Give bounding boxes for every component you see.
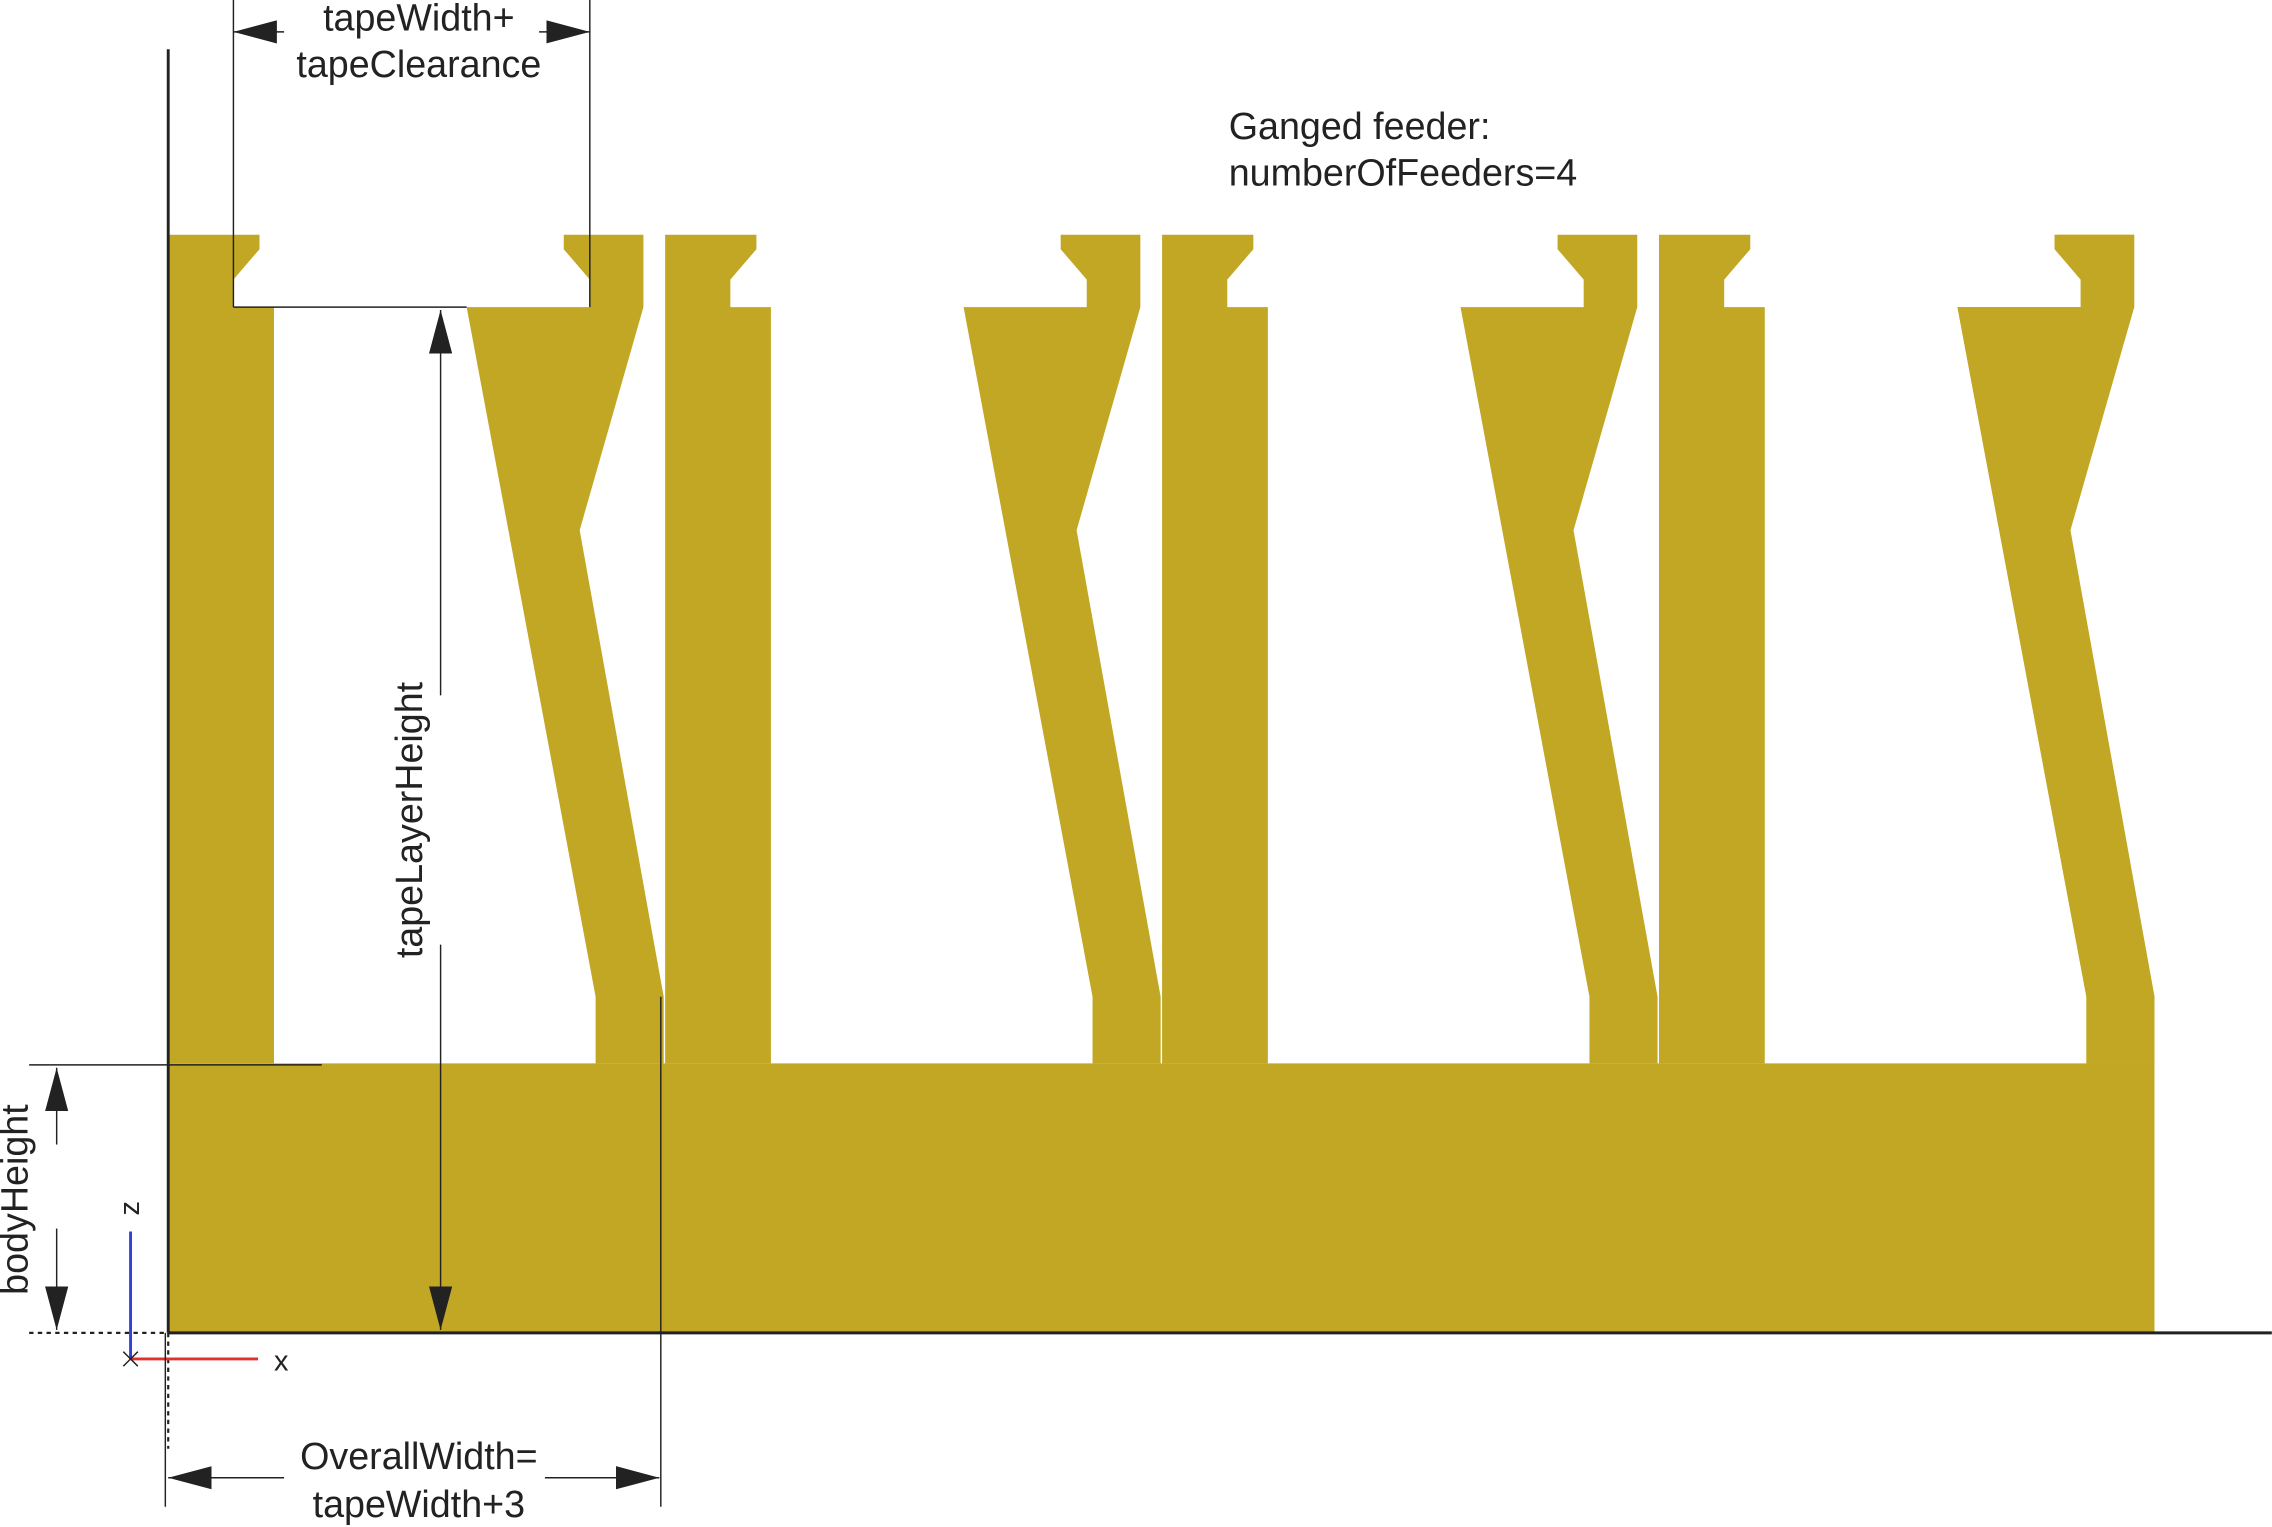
x-axis-label: x xyxy=(274,1346,289,1378)
body-base xyxy=(168,1063,2155,1333)
body-height-label: bodyHeight xyxy=(0,1104,36,1295)
overall-width-label-line2: tapeWidth+3 xyxy=(313,1483,525,1525)
feeder-wall-1 xyxy=(665,234,771,1064)
title-line2: numberOfFeeders=4 xyxy=(1229,151,1578,193)
z-axis-label: z xyxy=(114,1201,146,1215)
dimension-top-width: tapeWidth+ tapeClearance xyxy=(232,0,591,308)
top-width-label-line2: tapeClearance xyxy=(296,43,541,85)
tape-guide-1 xyxy=(466,234,664,1064)
dimension-tape-layer-height: tapeLayerHeight xyxy=(388,310,453,1330)
title-line1: Ganged feeder: xyxy=(1229,105,1491,147)
title-annotation: Ganged feeder: numberOfFeeders=4 xyxy=(1229,105,1578,193)
overall-width-label-line1: OverallWidth= xyxy=(300,1435,538,1477)
tape-guide-3 xyxy=(1460,234,1658,1064)
coordinate-triad: z x xyxy=(114,1201,289,1378)
tape-guide-end xyxy=(1957,234,2155,1064)
feeder-wall-2 xyxy=(1162,234,1268,1064)
dimension-overall-width: OverallWidth= tapeWidth+3 xyxy=(164,996,662,1525)
feeder-wall-3 xyxy=(1659,234,1765,1064)
feeder-wall-left xyxy=(168,234,274,1064)
top-width-label-line1: tapeWidth+ xyxy=(323,0,515,38)
axis-lines xyxy=(29,49,2272,1449)
tape-layer-height-label: tapeLayerHeight xyxy=(388,681,430,958)
dimension-body-height: bodyHeight xyxy=(0,1064,322,1330)
tape-guide-2 xyxy=(963,234,1161,1064)
right-clip xyxy=(2155,217,2272,1330)
feeder-body xyxy=(168,217,2272,1333)
